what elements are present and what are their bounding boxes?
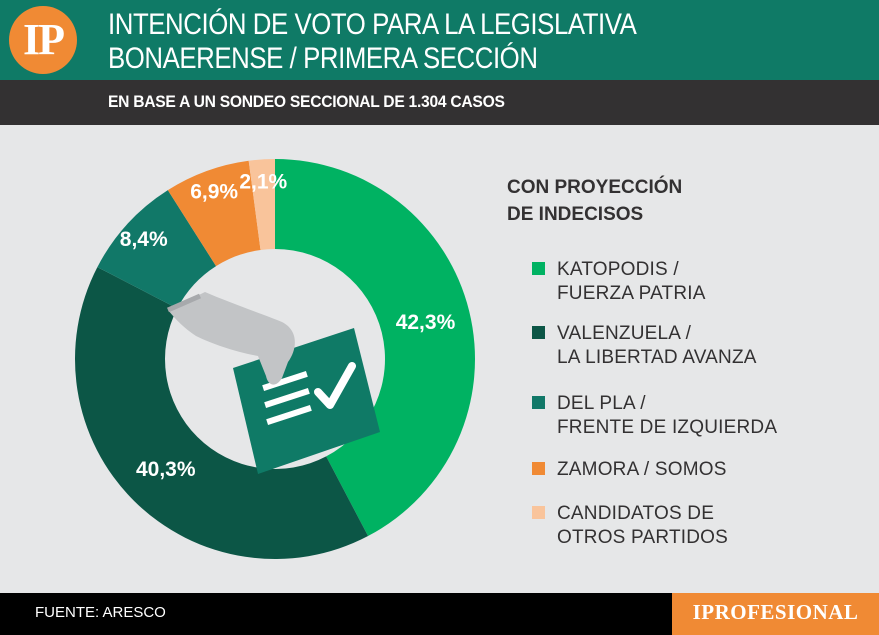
- donut-slice: [275, 159, 476, 537]
- checkmark: [314, 362, 356, 409]
- ip-logo: IP: [9, 6, 77, 74]
- donut-slice: [248, 159, 275, 250]
- donut-slices: [74, 159, 476, 559]
- slice-value-label: 40,3%: [136, 458, 196, 481]
- donut-slice: [167, 160, 261, 267]
- subtitle: EN BASE A UN SONDEO SECCIONAL DE 1.304 C…: [108, 92, 505, 111]
- title-line-2: BONAERENSE / PRIMERA SECCIÓN: [108, 42, 538, 75]
- header-bar: [0, 0, 879, 80]
- ballot-line-1: [262, 371, 308, 391]
- source-note: FUENTE: ARESCO: [35, 604, 166, 621]
- slice-value-label: 8,4%: [120, 228, 168, 251]
- legend-label: ZAMORA / SOMOS: [557, 459, 727, 480]
- slice-value-label: 2,1%: [239, 170, 287, 193]
- legend-label: VALENZUELA / LA LIBERTAD AVANZA: [557, 323, 757, 368]
- title-line-1: INTENCIÓN DE VOTO PARA LA LEGISLATIVA: [108, 8, 637, 41]
- donut-slice: [74, 267, 369, 559]
- hand-cuff: [166, 293, 202, 313]
- hand-shape: [168, 292, 295, 385]
- legend-swatch: [532, 326, 545, 339]
- ballot-box-hand-icon: [166, 292, 380, 474]
- legend-label: KATOPODIS / FUERZA PATRIA: [557, 259, 706, 304]
- brand-box: [672, 593, 879, 635]
- subtitle-bar: [0, 80, 879, 125]
- legend-swatch: [532, 262, 545, 275]
- donut-chart: 42,3% 40,3% 8,4% 6,9% 2,1%: [74, 159, 476, 559]
- legend-label: CANDIDATOS DE OTROS PARTIDOS: [557, 503, 729, 548]
- legend-swatch: [532, 396, 545, 409]
- legend-swatch: [532, 462, 545, 475]
- ballot-line-2: [264, 388, 310, 408]
- donut-slice: [97, 190, 217, 309]
- slice-value-label: 42,3%: [396, 311, 456, 334]
- legend-swatch: [532, 506, 545, 519]
- page-title: INTENCIÓN DE VOTO PARA LA LEGISLATIVA BO…: [108, 8, 637, 76]
- slice-value-label: 6,9%: [190, 181, 238, 204]
- brand-logo: IPROFESIONAL: [692, 600, 859, 624]
- slice-labels: 42,3% 40,3% 8,4% 6,9% 2,1%: [120, 170, 456, 481]
- legend-title: CON PROYECCIÓN DE INDECISOS: [507, 177, 683, 225]
- ballot-line-3: [266, 405, 312, 425]
- legend-label: DEL PLA / FRENTE DE IZQUIERDA: [557, 393, 778, 438]
